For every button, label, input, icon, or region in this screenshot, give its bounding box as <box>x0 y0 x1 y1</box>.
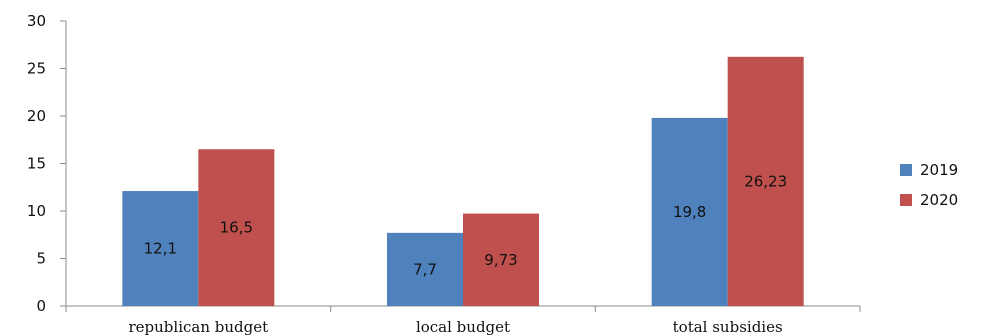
bar-2019-2 <box>651 117 728 307</box>
legend-swatch-2020 <box>900 194 912 206</box>
y-tick-label: 25 <box>27 60 46 78</box>
legend-swatch-2019 <box>900 164 912 176</box>
x-axis: republican budget local budget total subsi… <box>65 305 861 335</box>
data-label-2019-1: 7,7 <box>413 260 437 278</box>
y-tick-label: 30 <box>27 12 46 30</box>
bar-2020-2 <box>727 56 804 306</box>
data-label-2020-2: 26,23 <box>744 172 787 190</box>
y-axis: 0 5 10 15 20 25 30 <box>27 12 67 315</box>
x-category-label: republican budget <box>129 318 269 335</box>
y-tick-label: 0 <box>36 297 46 315</box>
y-tick-label: 10 <box>27 202 46 220</box>
data-label-2020-1: 9,73 <box>484 251 517 269</box>
x-category-label: local budget <box>416 318 510 335</box>
legend: 2019 2020 <box>900 161 958 209</box>
bar-2020-0 <box>198 149 275 306</box>
legend-label-2019: 2019 <box>920 161 958 179</box>
legend-label-2020: 2020 <box>920 191 958 209</box>
y-tick-label: 5 <box>36 250 46 268</box>
data-label-2019-0: 12,1 <box>144 240 177 258</box>
data-label-2020-0: 16,5 <box>220 219 253 237</box>
bar-2019-0 <box>122 191 199 306</box>
bar-2020-1 <box>463 213 539 306</box>
x-category-label: total subsidies <box>673 318 783 335</box>
y-tick-label: 20 <box>27 107 46 125</box>
data-label-2019-2: 19,8 <box>673 203 706 221</box>
data-labels: 12,1 7,7 19,8 16,5 9,73 26,23 <box>144 172 788 278</box>
bars <box>122 56 804 307</box>
y-tick-label: 15 <box>27 155 46 173</box>
bar-2019-1 <box>387 232 463 306</box>
